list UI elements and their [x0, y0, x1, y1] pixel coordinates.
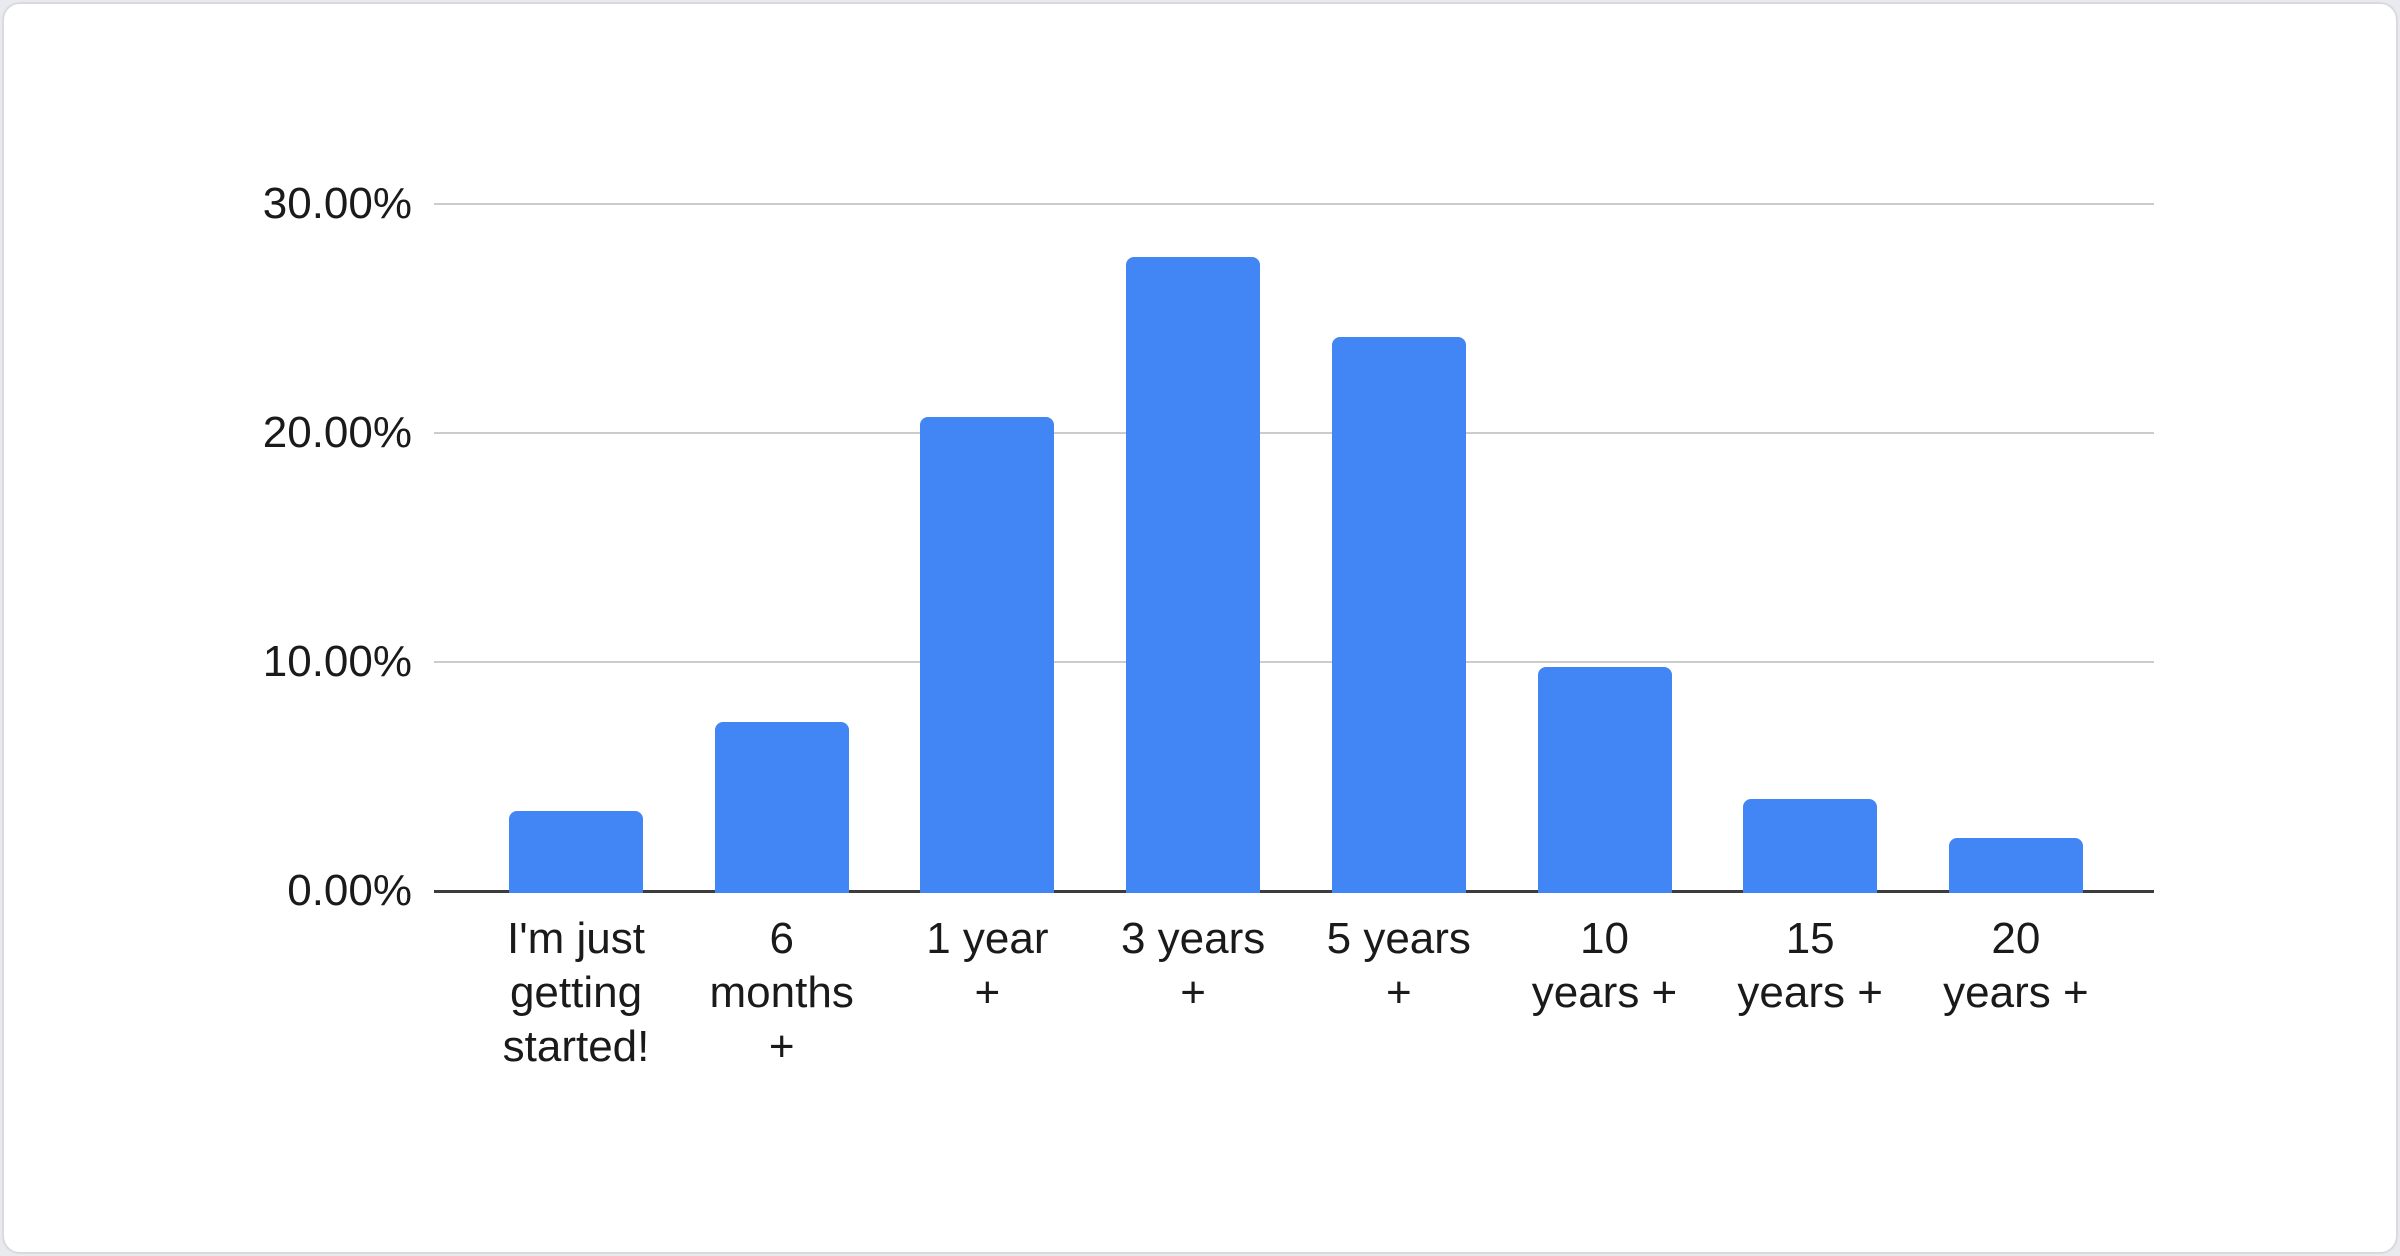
x-axis-line — [434, 890, 2154, 893]
bar-10-years[interactable] — [1537, 666, 1672, 893]
y-axis-tick-label: 30.00% — [262, 179, 412, 228]
gridline-30 — [434, 203, 2154, 205]
x-axis-label-1-year: 1 year + — [926, 914, 1049, 1017]
bar-20-years[interactable] — [1948, 838, 2083, 893]
y-axis-tick-label: 20.00% — [262, 408, 412, 457]
bar-3-years[interactable] — [1126, 256, 1261, 893]
bar-chart: 0.00% 10.00% 20.00% 30.00% I'm just getting … — [4, 4, 2396, 1252]
x-axis-label-10-years: 10 years + — [1531, 914, 1678, 1017]
bar-5-years[interactable] — [1331, 336, 1466, 893]
y-axis-tick-label: 10.00% — [262, 637, 412, 686]
y-axis-tick-label: 0.00% — [287, 866, 412, 915]
gridline-20 — [434, 432, 2154, 434]
x-axis-label-3-years: 3 years + — [1120, 914, 1266, 1017]
x-axis-label-5-years: 5 years + — [1326, 914, 1471, 1017]
x-axis-label-15-years: 15 years + — [1737, 914, 1883, 1017]
gridline-10 — [434, 661, 2154, 663]
x-axis-label-6-months: 6 months + — [709, 914, 854, 1071]
bar-1-year[interactable] — [920, 416, 1055, 893]
bar-i-m-just-getting-started[interactable] — [509, 810, 643, 893]
bar-6-months[interactable] — [714, 721, 849, 893]
bar-15-years[interactable] — [1743, 799, 1878, 893]
x-axis-label-20-years: 20 years + — [1943, 914, 2089, 1017]
x-axis-label-i-m-just-getting-started: I'm just getting started! — [502, 914, 650, 1071]
